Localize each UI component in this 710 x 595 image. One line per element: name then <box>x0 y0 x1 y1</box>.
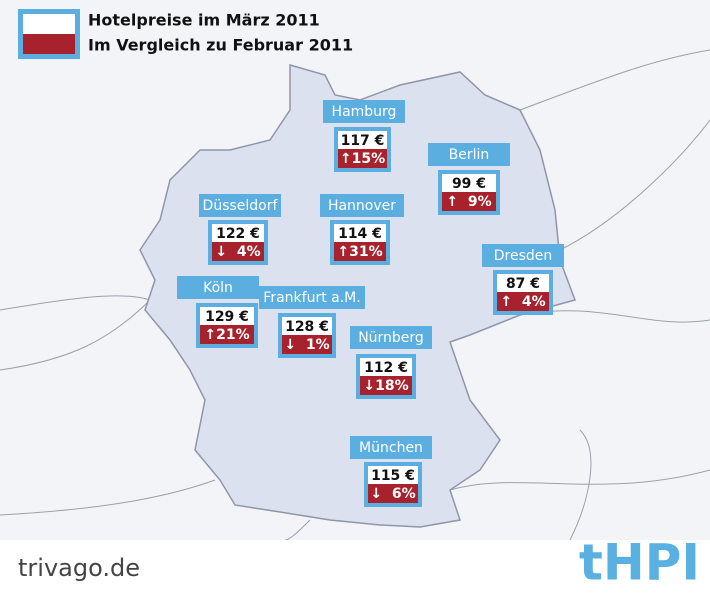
city-label-box <box>259 286 365 309</box>
change: ↓18% <box>363 378 408 394</box>
price-box <box>497 274 549 292</box>
border <box>0 299 151 371</box>
city-label-box <box>428 143 510 166</box>
change: ↑ 4% <box>500 294 545 310</box>
city: Düsseldorf 122 € ↓ 4% <box>199 194 281 265</box>
border <box>284 519 311 541</box>
change: ↓ 1% <box>284 337 329 353</box>
price: 129 € <box>205 309 249 325</box>
price-box <box>368 466 418 484</box>
border <box>0 295 151 311</box>
border <box>559 119 710 251</box>
price-box <box>212 224 264 242</box>
source: trivago.de <box>18 554 140 582</box>
city: Frankfurt a.M. 128 € ↓ 1% <box>259 286 365 358</box>
change-box <box>338 149 387 168</box>
city-label: München <box>359 440 423 456</box>
change-box <box>360 376 412 395</box>
footer-band <box>0 540 710 595</box>
price-box <box>282 317 332 335</box>
change: ↓ 6% <box>370 486 415 502</box>
city-label-box <box>177 276 259 299</box>
city-label: Köln <box>203 280 233 296</box>
border <box>519 49 710 111</box>
city-label-box <box>199 194 281 217</box>
city: Köln 129 € ↑21% <box>177 276 259 348</box>
change-box <box>368 484 418 503</box>
city-label: Düsseldorf <box>203 198 279 214</box>
price: 122 € <box>216 226 260 242</box>
city: Berlin 99 € ↑ 9% <box>428 143 510 215</box>
legend-swatch-comparison <box>23 34 75 54</box>
city: Nürnberg 112 € ↓18% <box>350 326 432 399</box>
change-box <box>334 242 386 261</box>
price: 114 € <box>338 226 382 242</box>
change: ↑31% <box>337 244 382 260</box>
border <box>449 469 710 491</box>
city: Hamburg 117 € ↑15% <box>323 100 405 172</box>
change-box <box>442 192 496 211</box>
city-label: Hannover <box>328 198 396 214</box>
city-label: Dresden <box>494 248 553 264</box>
city-label: Berlin <box>449 147 490 163</box>
city-label: Frankfurt a.M. <box>263 290 360 306</box>
logo: tHPI <box>579 534 700 592</box>
change: ↑15% <box>340 151 385 167</box>
city-label: Hamburg <box>332 104 397 120</box>
city-label: Nürnberg <box>358 330 424 346</box>
price-box <box>338 131 387 149</box>
city-label-box <box>320 194 404 217</box>
city-label-box <box>482 244 564 267</box>
change: ↑ 9% <box>446 194 491 210</box>
legend: Hotelpreise im März 2011 Im Vergleich zu… <box>18 9 353 59</box>
price: 99 € <box>452 176 486 192</box>
city: München 115 € ↓ 6% <box>350 436 432 507</box>
city: Dresden 87 € ↑ 4% <box>482 244 564 315</box>
city: Hannover 114 € ↑31% <box>320 194 404 265</box>
border <box>569 429 592 541</box>
city-label-box <box>350 436 432 459</box>
legend-comparison: Im Vergleich zu Februar 2011 <box>88 36 353 55</box>
price: 112 € <box>364 360 408 376</box>
change-box <box>212 242 264 261</box>
change-box <box>200 325 254 344</box>
change-box <box>497 292 549 311</box>
price: 87 € <box>506 276 540 292</box>
change-box <box>282 335 332 354</box>
city-label-box <box>350 326 432 349</box>
change: ↑21% <box>204 327 249 343</box>
city-label-box <box>323 100 405 123</box>
price-box <box>442 174 496 192</box>
price-box <box>200 307 254 325</box>
price: 117 € <box>341 133 385 149</box>
cities: Hamburg 117 € ↑15% Berlin 99 € ↑ 9% Düsseldorf… <box>177 100 564 507</box>
legend-swatch-current <box>23 14 75 34</box>
price-box <box>334 224 386 242</box>
price-box <box>360 358 412 376</box>
price: 128 € <box>285 319 329 335</box>
border <box>0 479 216 516</box>
neighbor-borders <box>0 49 710 541</box>
price: 115 € <box>371 468 415 484</box>
change: ↓ 4% <box>215 244 260 260</box>
legend-current: Hotelpreise im März 2011 <box>88 11 320 30</box>
